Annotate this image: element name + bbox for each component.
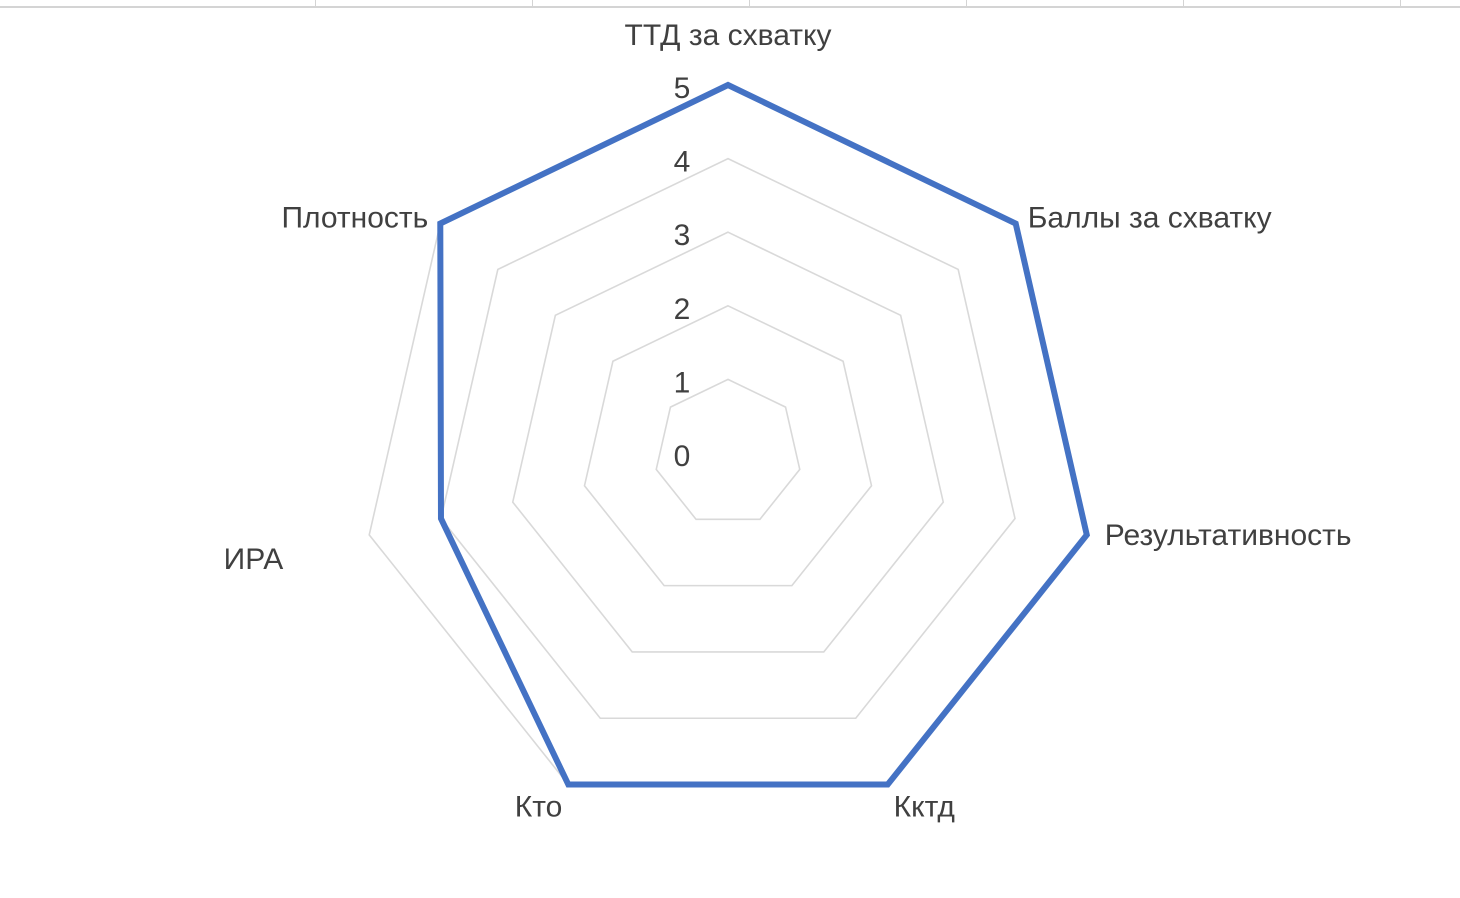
radar-grid — [368, 84, 1088, 786]
column-divider[interactable] — [315, 0, 316, 6]
category-label-5: ИРА — [224, 543, 284, 576]
category-label-4: Кто — [515, 791, 563, 824]
category-label-1: Баллы за схватку — [1028, 202, 1272, 235]
grid-ring-5 — [368, 84, 1088, 786]
radar-tick-labels: 0 1 2 3 4 5 — [674, 72, 691, 473]
radar-category-labels: ТТД за схватку Баллы за схватку Результати… — [224, 19, 1352, 824]
tick-label-0: 0 — [674, 440, 691, 473]
tick-label-5: 5 — [674, 72, 691, 105]
grid-ring-1 — [655, 378, 801, 521]
category-label-0: ТТД за схватку — [625, 19, 832, 52]
column-divider[interactable] — [966, 0, 967, 6]
tick-label-1: 1 — [674, 366, 691, 399]
tick-label-4: 4 — [674, 146, 691, 179]
tick-label-2: 2 — [674, 293, 691, 326]
column-divider[interactable] — [1400, 0, 1401, 6]
tick-label-3: 3 — [674, 219, 691, 252]
column-divider[interactable] — [1183, 0, 1184, 6]
category-label-6: Плотность — [281, 202, 428, 235]
radar-series-layer — [437, 81, 1091, 788]
category-label-2: Результативность — [1105, 519, 1352, 552]
category-label-3: Кктд — [894, 791, 955, 824]
series-line-0[interactable] — [437, 81, 1091, 788]
grid-ring-4 — [440, 157, 1016, 720]
column-divider[interactable] — [532, 0, 533, 6]
column-divider[interactable] — [749, 0, 750, 6]
grid-ring-2 — [583, 304, 873, 587]
grid-ring-3 — [511, 231, 945, 653]
spreadsheet-header-strip — [0, 0, 1460, 8]
